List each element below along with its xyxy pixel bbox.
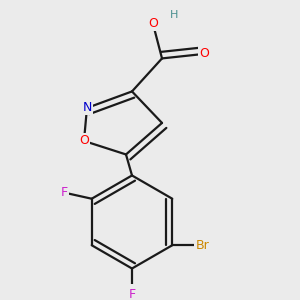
Text: Br: Br bbox=[195, 239, 209, 252]
Text: H: H bbox=[170, 10, 178, 20]
Text: O: O bbox=[199, 47, 209, 60]
Text: O: O bbox=[148, 17, 158, 30]
Text: N: N bbox=[82, 101, 92, 114]
Text: F: F bbox=[61, 186, 68, 199]
Text: O: O bbox=[79, 134, 89, 147]
Text: F: F bbox=[128, 287, 136, 300]
